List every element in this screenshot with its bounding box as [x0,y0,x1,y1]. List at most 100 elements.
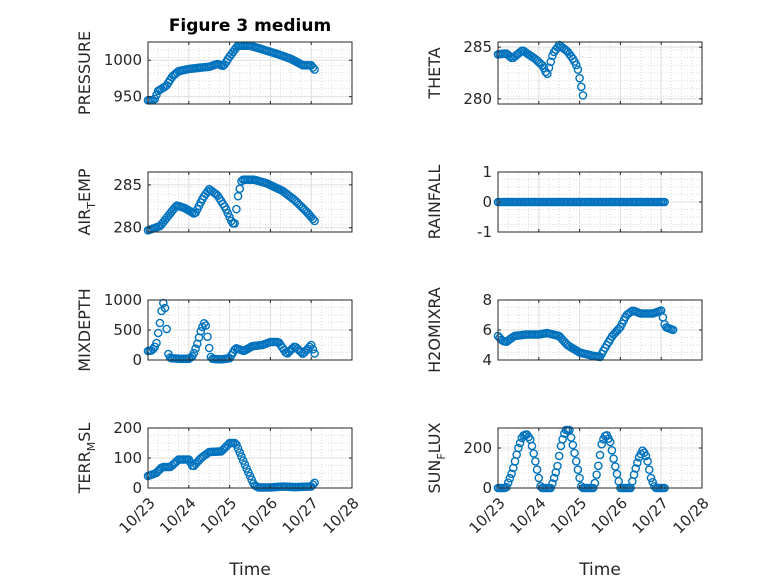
data-point [189,348,199,358]
y-tick-label: 285 [463,38,492,56]
x-tick-label: 10/26 [238,494,281,537]
data-point [502,482,511,492]
y-tick-label: 0 [482,193,492,211]
data-point [646,473,656,483]
data-point [233,444,243,453]
y-tick-label: -1 [477,223,492,241]
y-tick-label: 200 [113,419,142,437]
subplot-4: -1 0 1 RAINFALL [425,163,703,241]
x-tick-label: 10/28 [669,494,712,537]
y-tick-label: 280 [113,219,142,237]
x-tick-label: 10/27 [279,494,322,537]
data-point [158,298,168,308]
data-point [150,94,160,104]
y-tick-label: 285 [113,176,142,194]
data-point [549,473,559,483]
data-point [668,325,678,335]
data-point [531,457,540,466]
y-axis-label: MIXDEPTH [75,288,94,371]
data-point [597,439,607,449]
x-tick-label: 10/26 [588,494,631,537]
subplot-1: 950 1000 PRESSURE [75,31,353,115]
data-series [493,40,588,100]
data-point [605,437,615,447]
data-point [515,438,525,448]
data-point [196,326,205,336]
axes-box [497,427,703,489]
data-point [571,60,581,70]
data-point [573,65,583,74]
data-point [573,465,583,474]
subplot-2: 280 285 THETA [425,38,703,108]
data-point [232,440,241,449]
y-tick-label: 100 [113,449,142,467]
y-axis-label: RAINFALL [425,165,444,240]
data-point [160,303,170,313]
y-axis-label: SUNFLUX [425,422,448,493]
data-point [310,216,319,226]
y-tick-label: 200 [463,439,492,457]
data-point [201,321,211,330]
data-point [575,473,584,483]
y-tick-label: 6 [482,321,492,339]
data-series [143,438,319,492]
y-tick-label: 4 [482,351,492,369]
data-series [493,306,678,362]
data-point [633,458,642,467]
y-tick-label: 0 [132,479,142,497]
y-tick-label: 950 [113,88,142,106]
x-tick-label: 10/27 [629,494,672,537]
x-tick-label: 10/24 [506,494,549,537]
data-point [204,343,214,353]
y-axis-label: PRESSURE [75,31,94,115]
data-point [609,454,618,463]
y-tick-label: 280 [463,90,492,108]
data-point [155,318,165,328]
subplot-3: 280 285 AIRTEMP [75,168,353,237]
data-point [577,82,586,92]
x-tick-label: 10/23 [115,494,158,537]
data-point [308,214,318,224]
y-tick-label: 0 [132,351,142,369]
x-tick-label: 10/23 [465,494,508,537]
data-point [631,464,641,473]
data-point [590,478,600,488]
x-tick-label: 10/24 [156,494,199,537]
data-point [240,460,250,469]
y-tick-label: 1 [482,163,492,181]
y-tick-label: 1000 [104,51,142,69]
data-point [237,452,246,461]
data-point [152,338,161,348]
data-point [505,473,515,483]
data-point [235,448,245,457]
data-series [143,175,319,235]
data-point [578,91,588,100]
y-axis-label: H2OMIXRA [425,287,444,373]
data-point [660,197,669,207]
data-point [645,465,654,474]
x-tick-label: 10/25 [197,494,240,537]
data-point [306,340,316,350]
data-point [203,332,212,342]
data-point [544,63,554,73]
axes-box [147,171,353,233]
data-point [558,435,567,444]
data-point [607,446,617,455]
data-point [571,457,581,466]
data-point [529,449,539,458]
data-series [493,197,669,207]
data-point [296,347,306,357]
y-axis-label: TERRMSL [75,423,98,495]
data-point [568,440,578,450]
data-point [310,478,319,488]
data-point [310,65,319,74]
data-series [143,41,319,105]
data-point [199,318,209,328]
data-point [553,461,562,471]
axes-box [497,41,703,105]
data-point [534,473,544,483]
subplot-5: 0 500 1000 MIXDEPTH [75,288,353,372]
data-point [514,443,523,453]
